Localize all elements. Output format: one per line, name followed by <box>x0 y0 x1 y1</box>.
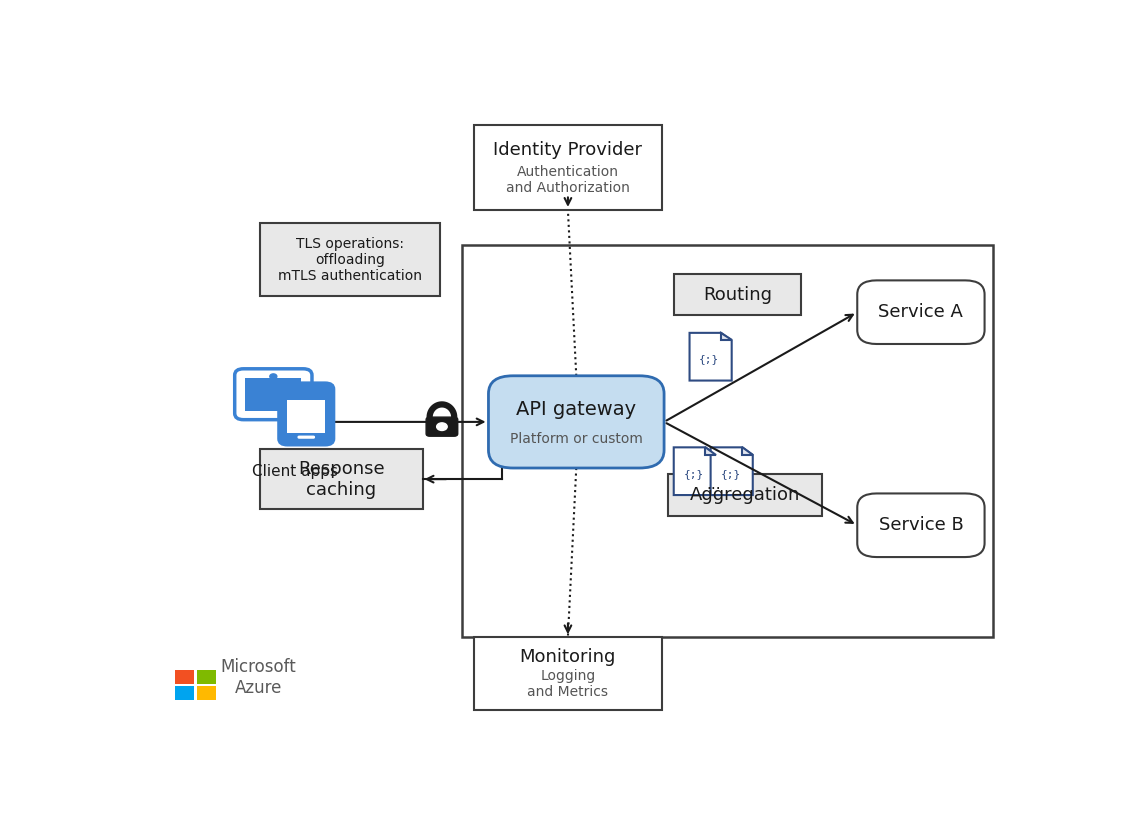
Text: {;}: {;} <box>683 469 704 479</box>
Text: API gateway: API gateway <box>517 401 637 420</box>
Text: Logging
and Metrics: Logging and Metrics <box>528 669 608 699</box>
Text: Service A: Service A <box>878 303 963 321</box>
FancyBboxPatch shape <box>858 280 985 344</box>
Text: Response
caching: Response caching <box>298 460 385 499</box>
FancyBboxPatch shape <box>245 377 301 411</box>
FancyBboxPatch shape <box>288 400 325 433</box>
FancyBboxPatch shape <box>426 417 458 436</box>
FancyBboxPatch shape <box>668 474 823 515</box>
Text: Authentication
and Authorization: Authentication and Authorization <box>506 165 630 196</box>
Circle shape <box>270 374 276 379</box>
FancyBboxPatch shape <box>279 382 334 445</box>
Text: Monitoring: Monitoring <box>520 648 616 666</box>
FancyBboxPatch shape <box>174 686 195 700</box>
Text: Aggregation: Aggregation <box>690 486 801 504</box>
FancyBboxPatch shape <box>462 245 994 637</box>
Polygon shape <box>706 448 716 455</box>
FancyBboxPatch shape <box>197 670 216 684</box>
FancyBboxPatch shape <box>858 493 985 557</box>
Text: Microsoft
Azure: Microsoft Azure <box>221 658 297 697</box>
FancyBboxPatch shape <box>298 435 315 439</box>
FancyBboxPatch shape <box>488 376 664 468</box>
Text: {;}: {;} <box>699 354 719 364</box>
Polygon shape <box>710 448 752 495</box>
Text: Service B: Service B <box>878 516 963 534</box>
Text: Routing: Routing <box>702 286 772 304</box>
Text: Client apps: Client apps <box>253 463 339 479</box>
Text: Identity Provider: Identity Provider <box>494 141 642 159</box>
FancyBboxPatch shape <box>174 670 195 684</box>
Text: {;}: {;} <box>721 469 741 479</box>
Circle shape <box>436 423 448 430</box>
FancyBboxPatch shape <box>674 274 801 316</box>
Polygon shape <box>722 333 732 340</box>
Polygon shape <box>742 448 752 455</box>
Text: Platform or custom: Platform or custom <box>510 431 642 445</box>
FancyBboxPatch shape <box>474 637 663 710</box>
FancyBboxPatch shape <box>235 368 312 420</box>
FancyBboxPatch shape <box>261 449 423 510</box>
FancyBboxPatch shape <box>474 125 663 211</box>
Polygon shape <box>690 333 732 381</box>
Text: TLS operations:
offloading
mTLS authentication: TLS operations: offloading mTLS authenti… <box>279 236 423 283</box>
Text: ...: ... <box>706 477 721 492</box>
FancyBboxPatch shape <box>197 686 216 700</box>
FancyBboxPatch shape <box>261 223 440 297</box>
Polygon shape <box>674 448 716 495</box>
